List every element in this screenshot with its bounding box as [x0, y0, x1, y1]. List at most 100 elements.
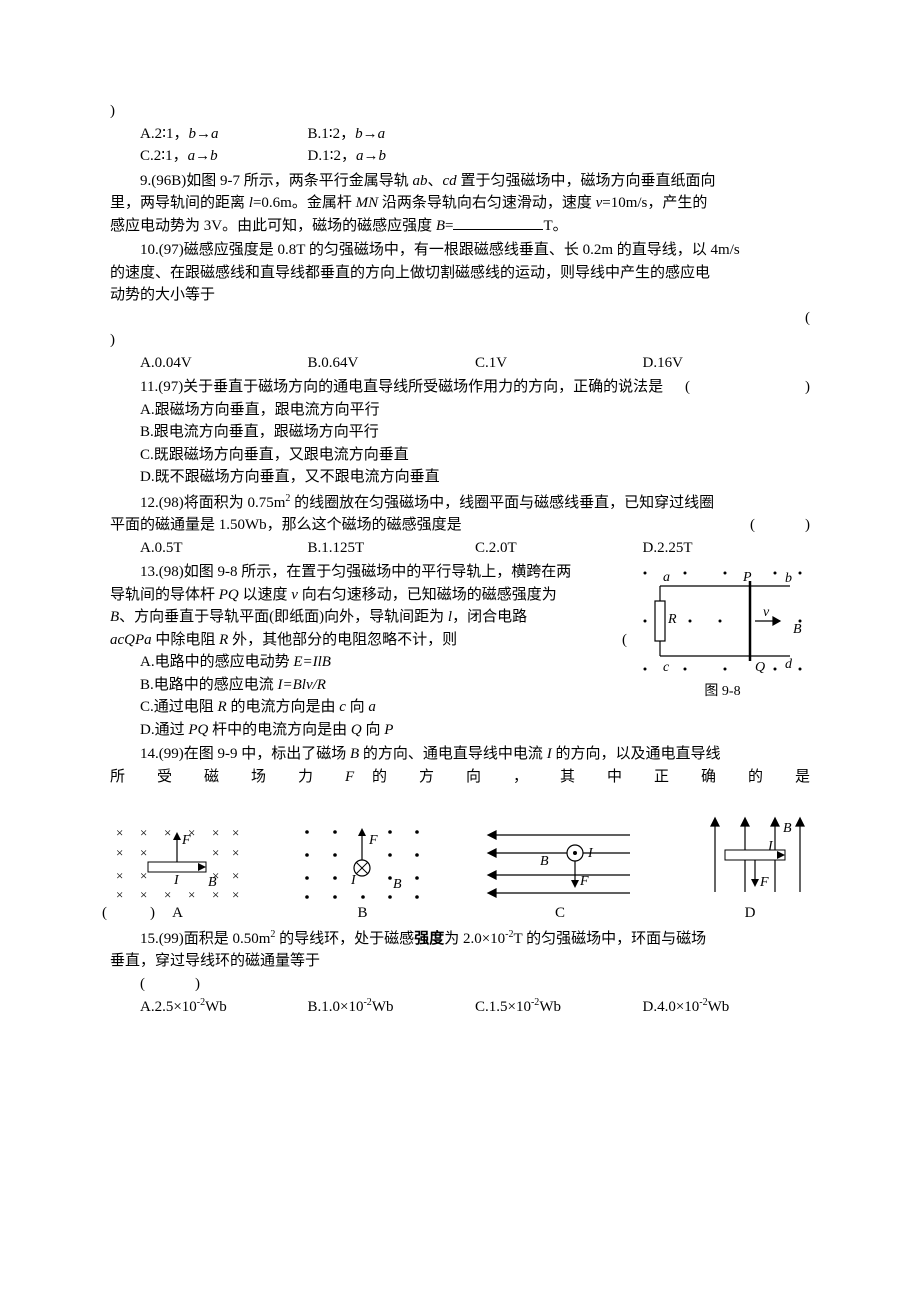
q13-caption: 图 9-8	[635, 681, 810, 702]
q8-D-it: a→b	[356, 148, 386, 164]
svg-text:×: ×	[164, 825, 171, 840]
q10-B: B.0.64V	[308, 352, 476, 375]
q14-A-paren: (A)	[110, 902, 245, 925]
q11-A: A.跟磁场方向垂直，跟电流方向平行	[110, 399, 810, 422]
q13-l2: 导轨间的导体杆 PQ 以速度 v 向右匀速移动，已知磁场的磁感强度为	[110, 584, 627, 607]
svg-text:×: ×	[140, 887, 147, 902]
q14-l1: 14.(99)在图 9-9 中，标出了磁场 B 的方向、通电直导线中电流 I 的…	[110, 743, 810, 766]
svg-text:×: ×	[116, 887, 123, 902]
q13-l1: 13.(98)如图 9-8 所示，在置于匀强磁场中的平行导轨上，横跨在两	[110, 561, 627, 584]
q10-A: A.0.04V	[140, 352, 308, 375]
svg-text:P: P	[742, 570, 752, 585]
q14-fig-c: B I F C	[480, 820, 640, 925]
q13-lp: (	[622, 629, 627, 652]
q11-B: B.跟电流方向垂直，跟磁场方向平行	[110, 421, 810, 444]
q8-C-txt: C.2∶1，	[140, 148, 188, 164]
q10-rp: )	[110, 329, 810, 352]
q13-l4: acQPa 中除电阻 R 外，其他部分的电阻忽略不计，则(	[110, 629, 627, 652]
q9-line1: 9.(96B)如图 9-7 所示，两条平行金属导轨 ab、cd 置于匀强磁场中，…	[110, 170, 810, 193]
svg-text:×: ×	[232, 845, 239, 860]
q10-paren: (	[110, 307, 810, 330]
q15-A: A.2.5×10-2Wb	[140, 995, 308, 1019]
svg-text:×: ×	[140, 868, 147, 883]
svg-text:×: ×	[140, 825, 147, 840]
q14-fig-a: ×××××× ×××× ×××× ×××××× F I B (A)	[110, 822, 245, 925]
q11-text: 11.(97)关于垂直于磁场方向的通电直导线所受磁场作用力的方向，正确的说法是 …	[110, 376, 810, 399]
svg-text:B: B	[208, 875, 217, 890]
q9-blank	[453, 215, 543, 230]
q14-B-label: B	[295, 902, 430, 925]
svg-text:v: v	[763, 605, 770, 620]
q8-opt-d: D.1∶2，a→b	[308, 145, 476, 168]
q9-line3: 感应电动势为 3V。由此可知，磁场的磁感应强度 B=T。	[110, 215, 810, 238]
q8-opt-b: B.1∶2，b→a	[308, 123, 476, 146]
svg-text:B: B	[793, 622, 802, 637]
q11-C: C.既跟磁场方向垂直，又跟电流方向垂直	[110, 444, 810, 467]
q11-D: D.既不跟磁场方向垂直，又不跟电流方向垂直	[110, 466, 810, 489]
q13-C: C.通过电阻 R 的电流方向是由 c 向 a	[110, 696, 627, 719]
svg-text:R: R	[667, 612, 677, 627]
q14-figures: ×××××× ×××× ×××× ×××××× F I B (A)	[110, 812, 810, 925]
q8-opt-c: C.2∶1，a→b	[140, 145, 308, 168]
q15-C: C.1.5×10-2Wb	[475, 995, 643, 1019]
q15-D: D.4.0×10-2Wb	[643, 995, 811, 1019]
q12-A: A.0.5T	[140, 537, 308, 560]
svg-text:Q: Q	[755, 660, 765, 675]
svg-text:B: B	[783, 821, 792, 836]
q10-l2: 的速度、在跟磁感线和直导线都垂直的方向上做切割磁感线的运动，则导线中产生的感应电	[110, 262, 810, 285]
q15-l1: 15.(99)面积是 0.50m2 的导线环，处于磁感强度为 2.0×10-2T…	[110, 927, 810, 951]
q14-fig-b: F I B B	[295, 820, 430, 925]
q8-B-it: b→a	[355, 126, 385, 142]
svg-text:F: F	[368, 833, 378, 848]
q8-A-it: b→a	[189, 126, 219, 142]
svg-text:×: ×	[232, 825, 239, 840]
svg-text:F: F	[181, 833, 191, 848]
q15-paren: ()	[110, 973, 810, 996]
q12-D: D.2.25T	[643, 537, 811, 560]
q14-D-label: D	[690, 902, 810, 925]
q14-l2: 所 受 磁 场 力 F 的 方 向 ， 其 中 正 确 的 是	[110, 766, 810, 789]
svg-text:F: F	[759, 875, 769, 890]
svg-text:×: ×	[116, 845, 123, 860]
q8-C-it: a→b	[188, 148, 218, 164]
q8-D-txt: D.1∶2，	[308, 148, 357, 164]
q15-l2: 垂直，穿过导线环的磁通量等于	[110, 950, 810, 973]
svg-text:d: d	[785, 657, 793, 672]
svg-text:F: F	[579, 874, 589, 889]
q10-l3: 动势的大小等于	[110, 284, 810, 307]
svg-text:×: ×	[140, 845, 147, 860]
svg-text:B: B	[393, 877, 402, 892]
q14-C-label: C	[480, 902, 640, 925]
svg-text:b: b	[785, 571, 792, 586]
svg-text:×: ×	[116, 868, 123, 883]
q12-C: C.2.0T	[475, 537, 643, 560]
svg-text:c: c	[663, 660, 670, 675]
svg-text:B: B	[540, 854, 549, 869]
q10-l1: 10.(97)磁感应强度是 0.8T 的匀强磁场中，有一根跟磁感线垂直、长 0.…	[110, 239, 810, 262]
svg-text:×: ×	[188, 887, 195, 902]
svg-text:×: ×	[212, 825, 219, 840]
q13-D: D.通过 PQ 杆中的电流方向是由 Q 向 P	[110, 719, 627, 742]
q8-opt-a: A.2∶1，b→a	[140, 123, 308, 146]
q8-tail-paren: )	[110, 100, 810, 123]
svg-text:×: ×	[232, 887, 239, 902]
svg-text:I: I	[350, 873, 357, 888]
q12-l2: 平面的磁通量是 1.50Wb，那么这个磁场的磁感强度是 ) (	[110, 514, 810, 537]
q10-C: C.1V	[475, 352, 643, 375]
q8-B-txt: B.1∶2，	[308, 126, 356, 142]
svg-text:×: ×	[232, 868, 239, 883]
q13-A: A.电路中的感应电动势 E=IlB	[110, 651, 627, 674]
q13-l3: B、方向垂直于导轨平面(即纸面)向外，导轨间距为 l，闭合电路	[110, 606, 627, 629]
svg-text:×: ×	[116, 825, 123, 840]
svg-text:I: I	[173, 873, 180, 888]
q10-D: D.16V	[643, 352, 811, 375]
q15-B: B.1.0×10-2Wb	[308, 995, 476, 1019]
svg-text:a: a	[663, 570, 670, 585]
q14-fig-d: B I F D	[690, 812, 810, 925]
q9-line2: 里，两导轨间的距离 l=0.6m。金属杆 MN 沿两条导轨向右匀速滑动，速度 v…	[110, 192, 810, 215]
q13-figure: a P b R v B c Q d 图 9-8	[635, 561, 810, 702]
q13-B: B.电路中的感应电流 I=Blv/R	[110, 674, 627, 697]
q12-l1: 12.(98)将面积为 0.75m2 的线圈放在匀强磁场中，线圈平面与磁感线垂直…	[110, 491, 810, 515]
svg-text:×: ×	[164, 887, 171, 902]
q8-A-txt: A.2∶1，	[140, 126, 189, 142]
